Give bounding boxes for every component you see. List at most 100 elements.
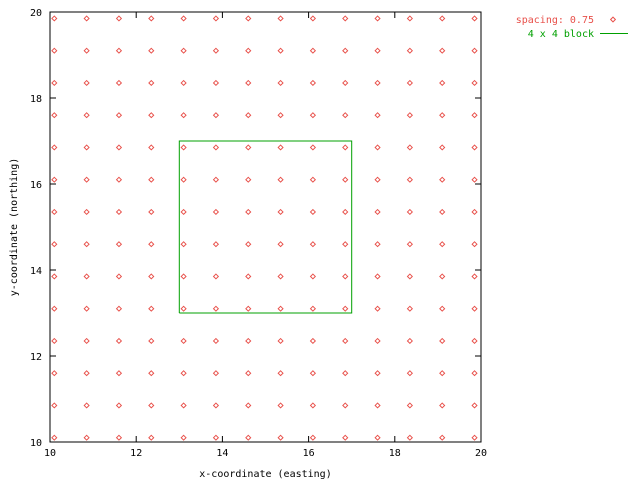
point-10-5: [374, 273, 381, 280]
point-3-5: [148, 273, 155, 280]
point-11-0: [406, 434, 413, 441]
x-tick-label-4: 18: [389, 448, 401, 459]
point-7-1: [277, 402, 284, 409]
point-9-11: [342, 79, 349, 87]
point-4-7: [180, 208, 187, 216]
legend-label-block: 4 x 4 block: [528, 29, 594, 40]
point-7-9: [277, 144, 284, 151]
point-9-6: [342, 241, 349, 248]
y-tick-label-5: 20: [30, 8, 42, 19]
y-tick-label-3: 16: [30, 180, 42, 191]
point-8-4: [309, 305, 317, 312]
x-tick-label-3: 16: [303, 448, 315, 459]
point-4-1: [180, 402, 187, 409]
point-9-13: [342, 15, 349, 22]
point-7-11: [277, 79, 284, 87]
point-8-8: [309, 176, 317, 183]
point-10-13: [374, 15, 381, 22]
point-11-6: [406, 241, 413, 248]
point-6-1: [245, 402, 252, 409]
point-10-12: [374, 47, 381, 54]
point-9-9: [342, 144, 349, 151]
point-2-11: [115, 79, 123, 87]
point-11-13: [406, 15, 413, 22]
point-8-12: [309, 47, 317, 54]
point-11-9: [406, 144, 413, 151]
point-11-5: [406, 273, 413, 280]
point-11-1: [406, 402, 413, 409]
point-3-6: [148, 241, 155, 248]
point-2-12: [115, 47, 123, 54]
point-12-1: [439, 402, 446, 409]
point-3-3: [148, 337, 155, 345]
point-8-10: [309, 112, 317, 119]
point-4-2: [180, 370, 187, 377]
point-1-9: [83, 144, 90, 151]
point-10-6: [374, 241, 381, 248]
point-5-2: [212, 370, 220, 377]
point-12-6: [439, 241, 446, 248]
point-9-12: [342, 47, 349, 54]
point-8-7: [309, 208, 317, 216]
point-7-12: [277, 47, 284, 54]
x-axis-label: x-coordinate (easting): [199, 469, 331, 480]
point-12-11: [439, 79, 446, 87]
x-tick-label-0: 10: [44, 448, 56, 459]
point-9-5: [342, 273, 349, 280]
point-7-8: [277, 176, 284, 183]
point-5-1: [212, 402, 220, 409]
point-12-7: [439, 208, 446, 216]
point-5-13: [212, 15, 220, 22]
point-7-5: [277, 273, 284, 280]
point-6-5: [245, 273, 252, 280]
point-9-3: [342, 337, 349, 345]
point-1-8: [83, 176, 90, 183]
legend-marker-spacing: [609, 16, 617, 23]
point-2-8: [115, 176, 123, 183]
point-6-13: [245, 15, 252, 22]
point-0-13: [51, 15, 58, 22]
point-11-3: [406, 337, 413, 345]
legend-label-spacing: spacing: 0.75: [516, 15, 594, 26]
point-0-2: [51, 370, 58, 377]
point-13-7: [471, 208, 478, 216]
point-8-13: [309, 15, 317, 22]
point-13-9: [471, 144, 478, 151]
point-5-0: [212, 434, 220, 441]
block-outline: [178, 140, 353, 314]
point-6-11: [245, 79, 252, 87]
point-9-4: [342, 305, 349, 312]
point-3-11: [148, 79, 155, 87]
point-11-8: [406, 176, 413, 183]
point-0-3: [51, 337, 58, 345]
point-7-0: [277, 434, 284, 441]
point-6-4: [245, 305, 252, 312]
point-2-7: [115, 208, 123, 216]
point-10-1: [374, 402, 381, 409]
point-12-8: [439, 176, 446, 183]
point-1-7: [83, 208, 90, 216]
point-3-2: [148, 370, 155, 377]
y-tick-label-1: 12: [30, 352, 42, 363]
point-4-11: [180, 79, 187, 87]
point-9-2: [342, 370, 349, 377]
axis-ticks: 10 12 14 16 18 20 10 12 14 16 18 20: [30, 8, 487, 459]
point-0-8: [51, 176, 58, 183]
point-5-5: [212, 273, 220, 280]
point-1-1: [83, 402, 90, 409]
point-3-1: [148, 402, 155, 409]
point-10-7: [374, 208, 381, 216]
point-8-2: [309, 370, 317, 377]
point-7-4: [277, 305, 284, 312]
point-1-0: [83, 434, 90, 441]
point-3-8: [148, 176, 155, 183]
point-8-6: [309, 241, 317, 248]
point-12-12: [439, 47, 446, 54]
point-12-10: [439, 112, 446, 119]
point-6-7: [245, 208, 252, 216]
point-12-0: [439, 434, 446, 441]
point-5-8: [212, 176, 220, 183]
point-1-4: [83, 305, 90, 312]
point-6-10: [245, 112, 252, 119]
point-3-10: [148, 112, 155, 119]
